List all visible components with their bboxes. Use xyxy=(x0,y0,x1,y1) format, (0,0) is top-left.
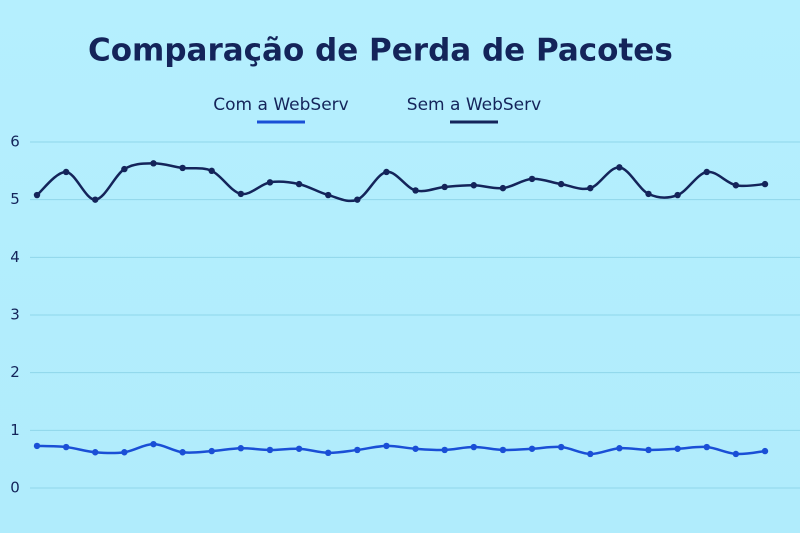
data-point xyxy=(62,443,70,451)
data-point xyxy=(703,443,710,451)
data-point xyxy=(732,450,740,458)
data-point xyxy=(441,183,448,191)
legend-label: Sem a WebServ xyxy=(407,95,541,115)
y-tick-label: 6 xyxy=(10,133,20,151)
data-point xyxy=(92,449,99,456)
data-point xyxy=(557,180,565,188)
data-point xyxy=(761,180,769,188)
data-point xyxy=(33,442,41,450)
data-point xyxy=(732,182,740,189)
data-point xyxy=(208,447,215,455)
series-line xyxy=(36,442,766,456)
series-line xyxy=(36,162,766,203)
data-point xyxy=(179,449,186,456)
data-point xyxy=(325,449,332,457)
y-tick-label: 4 xyxy=(10,248,20,266)
data-point xyxy=(150,440,157,448)
data-point xyxy=(383,168,390,176)
y-tick-label: 3 xyxy=(10,306,20,324)
legend-label: Com a WebServ xyxy=(213,95,348,115)
data-point xyxy=(441,446,448,454)
data-point xyxy=(121,449,128,456)
data-point xyxy=(92,196,99,203)
y-tick-label: 1 xyxy=(10,421,20,439)
data-point xyxy=(354,196,361,203)
data-point xyxy=(528,445,536,452)
data-point xyxy=(645,446,652,454)
data-point xyxy=(587,450,594,458)
data-point xyxy=(470,443,477,451)
data-point xyxy=(383,442,390,450)
chart-title: Comparação de Perda de Pacotes xyxy=(88,33,673,69)
data-point xyxy=(499,446,507,454)
data-point xyxy=(528,175,536,183)
data-point xyxy=(237,190,245,198)
data-point xyxy=(150,160,157,167)
y-tick-label: 2 xyxy=(10,363,20,381)
data-point xyxy=(121,165,128,173)
data-point xyxy=(761,447,769,455)
data-point xyxy=(616,164,623,171)
data-point xyxy=(354,446,361,454)
data-point xyxy=(266,179,274,186)
y-tick-label: 5 xyxy=(10,190,20,208)
data-point xyxy=(33,191,41,199)
data-point xyxy=(557,443,565,451)
y-tick-label: 0 xyxy=(10,479,20,497)
data-point xyxy=(295,180,303,188)
data-point xyxy=(208,167,215,175)
data-point xyxy=(62,168,70,176)
data-point xyxy=(295,445,303,452)
data-point xyxy=(179,164,186,172)
data-point xyxy=(616,445,623,452)
data-point xyxy=(412,445,419,452)
data-point xyxy=(499,184,507,192)
data-point xyxy=(703,168,710,176)
data-point xyxy=(237,445,245,452)
data-point xyxy=(470,182,477,189)
data-point xyxy=(325,191,332,199)
data-point xyxy=(645,190,652,198)
data-point xyxy=(266,446,274,454)
data-point xyxy=(674,445,681,452)
data-point xyxy=(587,184,594,192)
data-point xyxy=(412,187,419,194)
data-point xyxy=(674,191,681,199)
